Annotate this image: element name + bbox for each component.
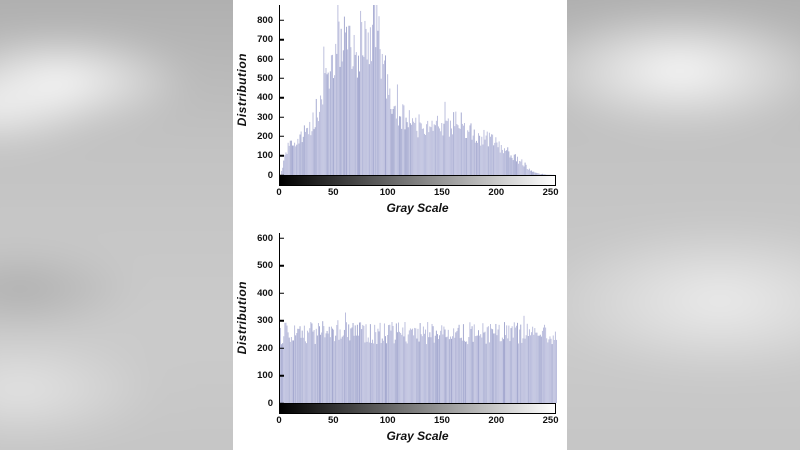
x-tick-label: 100 bbox=[379, 187, 396, 198]
figure-panel: Distribution 0 100 200 300 400 500 600 700 800 0… bbox=[233, 0, 567, 450]
y-tick-mark bbox=[280, 39, 284, 41]
x-tick-label: 0 bbox=[276, 415, 282, 426]
y-tick-label: 300 bbox=[257, 111, 273, 123]
x-axis-ticks: 0 50 100 150 200 250 bbox=[276, 415, 559, 428]
y-tick-mark bbox=[280, 374, 284, 377]
grayscale-gradient-bar bbox=[279, 403, 556, 414]
histogram-original: Distribution 0 100 200 300 400 500 600 700 800 0… bbox=[233, 3, 567, 219]
y-tick-mark bbox=[280, 292, 284, 295]
x-tick-label: 0 bbox=[276, 187, 282, 198]
y-tick-mark bbox=[280, 347, 284, 349]
y-tick-mark bbox=[280, 77, 284, 80]
x-tick-label: 200 bbox=[488, 187, 505, 198]
y-tick-label: 600 bbox=[257, 232, 273, 244]
histogram-bars bbox=[281, 5, 556, 175]
plot-area bbox=[279, 233, 557, 404]
grayscale-gradient-bar bbox=[279, 175, 556, 186]
y-tick-label: 500 bbox=[257, 72, 273, 84]
y-tick-label: 500 bbox=[257, 260, 273, 272]
y-tick-mark bbox=[280, 19, 284, 22]
y-tick-label: 400 bbox=[257, 91, 273, 103]
y-tick-mark bbox=[280, 96, 284, 99]
plot-area bbox=[279, 5, 557, 176]
y-tick-mark bbox=[280, 154, 284, 157]
y-tick-mark bbox=[280, 135, 284, 138]
y-tick-mark bbox=[280, 58, 284, 60]
y-tick-label: 100 bbox=[257, 369, 273, 381]
y-axis-ticks: 0 100 200 300 400 500 600 bbox=[249, 232, 277, 408]
y-axis-ticks: 0 100 200 300 400 500 600 700 800 bbox=[249, 5, 277, 180]
x-tick-label: 150 bbox=[434, 415, 450, 426]
x-tick-label: 200 bbox=[488, 415, 505, 426]
y-tick-mark bbox=[280, 237, 284, 240]
x-tick-label: 100 bbox=[379, 415, 396, 426]
histogram-equalized: Distribution 0 100 200 300 400 500 600 0 50 100 1… bbox=[233, 231, 567, 447]
y-tick-label: 0 bbox=[267, 169, 273, 181]
x-axis-label: Gray Scale bbox=[386, 429, 449, 443]
y-tick-mark bbox=[280, 320, 284, 322]
y-tick-label: 400 bbox=[257, 287, 273, 299]
x-tick-label: 50 bbox=[328, 187, 339, 198]
y-tick-label: 100 bbox=[257, 149, 273, 161]
y-tick-label: 700 bbox=[257, 34, 273, 46]
y-tick-label: 200 bbox=[257, 342, 273, 354]
x-tick-label: 250 bbox=[542, 187, 559, 198]
y-tick-label: 600 bbox=[257, 53, 273, 65]
histogram-bars bbox=[280, 312, 557, 403]
x-tick-label: 150 bbox=[434, 187, 450, 198]
y-tick-label: 200 bbox=[257, 130, 273, 142]
x-axis-label: Gray Scale bbox=[386, 201, 449, 215]
y-tick-mark bbox=[280, 265, 284, 267]
x-tick-label: 50 bbox=[328, 415, 339, 426]
x-tick-label: 250 bbox=[542, 415, 559, 426]
x-axis-ticks: 0 50 100 150 200 250 bbox=[276, 187, 559, 200]
y-tick-label: 300 bbox=[257, 315, 273, 326]
y-tick-label: 0 bbox=[267, 397, 273, 409]
y-tick-mark bbox=[280, 116, 284, 118]
y-axis-label: Distribution bbox=[235, 53, 249, 127]
y-axis-label: Distribution bbox=[235, 281, 249, 355]
y-tick-label: 800 bbox=[257, 14, 273, 26]
